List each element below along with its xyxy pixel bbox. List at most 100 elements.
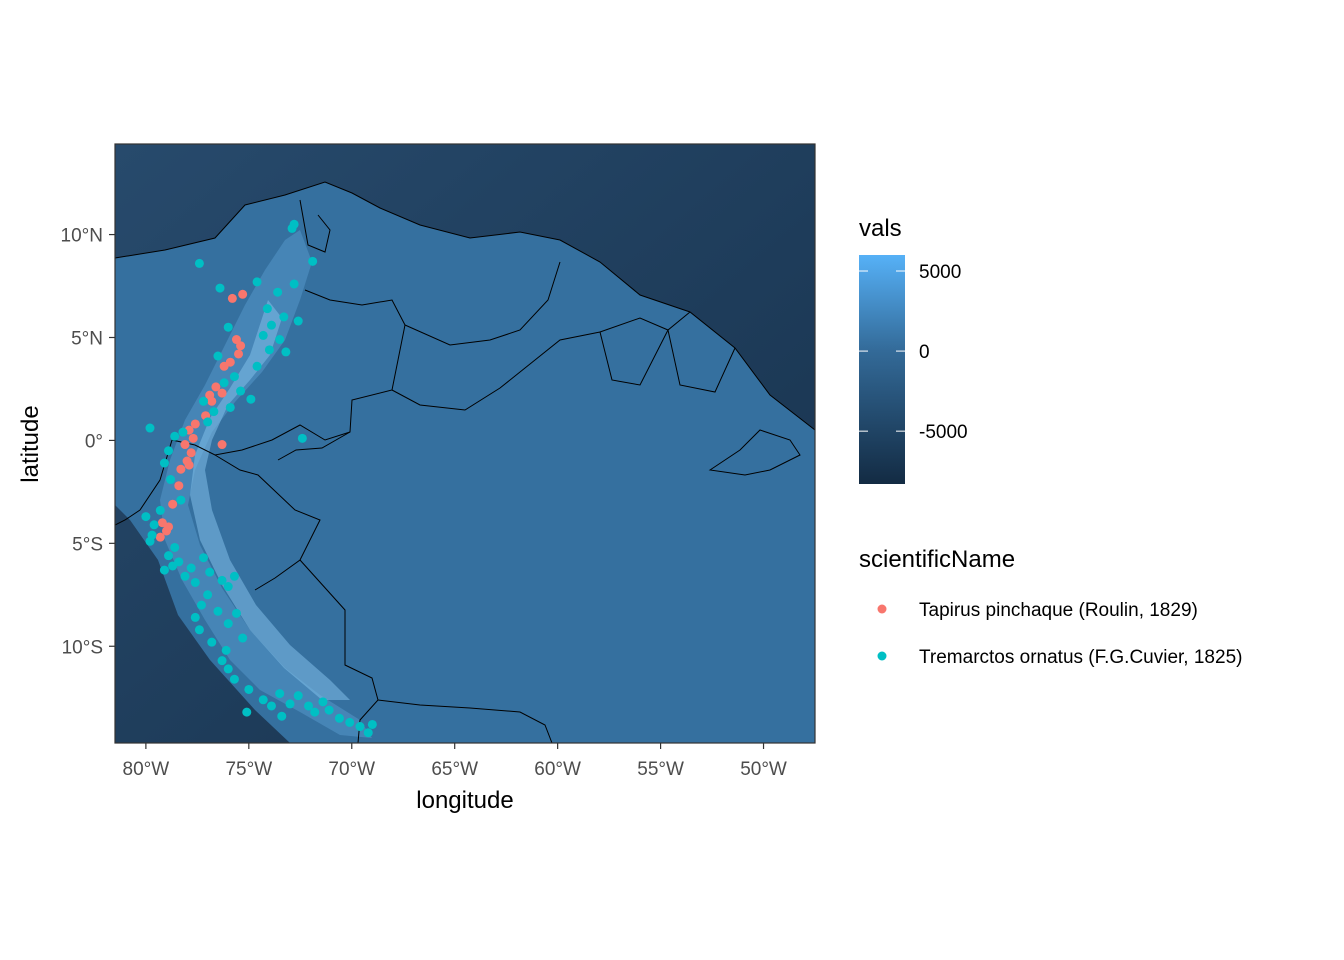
bear-point (186, 563, 196, 573)
bear-point (180, 571, 190, 581)
y-tick-label: 5°N (71, 328, 103, 349)
bear-point (355, 722, 365, 732)
bear-point (159, 458, 169, 468)
bear-point (213, 351, 223, 361)
bear-point (367, 719, 377, 729)
tapir-point (184, 460, 194, 470)
bear-point (297, 433, 307, 443)
bear-point (266, 701, 276, 711)
bear-point (166, 475, 176, 485)
bear-point (190, 577, 200, 587)
fill-legend-colorbar (859, 255, 905, 484)
x-tick-label: 50°W (740, 759, 787, 780)
bear-point (221, 645, 231, 655)
bear-point (217, 575, 227, 585)
bear-point (275, 689, 285, 699)
tapir-point (219, 361, 229, 371)
y-axis-title: latitude (17, 405, 44, 482)
bear-point (168, 561, 178, 571)
tapir-point (217, 388, 227, 398)
fill-legend-title: vals (859, 215, 902, 242)
map-panel (115, 144, 815, 743)
bear-point (262, 304, 272, 314)
bear-point (363, 728, 373, 738)
bear-point (229, 674, 239, 684)
bear-point (242, 707, 252, 717)
bear-point (190, 612, 200, 622)
bear-point (285, 699, 295, 709)
bear-point (225, 402, 235, 412)
bear-point (215, 283, 225, 293)
bear-point (205, 567, 215, 577)
bear-point (266, 320, 276, 330)
x-tick-label: 70°W (328, 759, 375, 780)
bear-point (252, 277, 262, 287)
y-tick-label: 10°N (61, 226, 103, 247)
bear-point (141, 512, 151, 522)
bear-point (219, 378, 229, 388)
bear-point (310, 707, 320, 717)
occurrence-points (141, 219, 377, 738)
fill-legend-label: 0 (919, 342, 930, 363)
bear-point (236, 386, 246, 396)
tapir-point (207, 396, 217, 406)
bear-point (213, 606, 223, 616)
tapir-point (227, 293, 237, 303)
bear-point (147, 530, 157, 540)
bear-point (196, 600, 206, 610)
bear-point (334, 713, 344, 723)
bear-point (199, 553, 209, 563)
bear-point (258, 695, 268, 705)
bear-point (308, 256, 318, 266)
fill-legend-label: -5000 (919, 422, 968, 443)
y-tick-label: 0° (85, 431, 103, 452)
bear-point (318, 697, 328, 707)
fill-legend: vals 5000 0 -5000 (859, 215, 968, 484)
bear-point (304, 701, 314, 711)
tapir-point (190, 419, 200, 429)
bear-point (345, 717, 355, 727)
bear-point (209, 407, 219, 417)
bear-point (203, 417, 213, 427)
bear-point (178, 427, 188, 437)
bear-point (287, 223, 297, 233)
color-legend-items: Tapirus pinchaque (Roulin, 1829) Tremarct… (877, 600, 1242, 668)
panel-border (114, 143, 816, 744)
bear-point (277, 711, 287, 721)
tapir-point (168, 499, 178, 509)
bear-point (217, 656, 227, 666)
bear-point (223, 582, 233, 592)
bear-point (293, 316, 303, 326)
bear-point (252, 361, 262, 371)
bear-point (281, 347, 291, 357)
y-tick-label: 10°S (62, 637, 103, 658)
tapir-point (236, 341, 246, 351)
fill-legend-ticks: 5000 0 -5000 (859, 262, 968, 443)
bear-point (176, 495, 186, 505)
color-legend-key (877, 651, 887, 661)
tapir-point (188, 433, 198, 443)
bear-point (229, 571, 239, 581)
bear-point (170, 542, 180, 552)
x-tick-label: 60°W (534, 759, 581, 780)
bear-point (155, 505, 165, 515)
tapir-point (176, 464, 186, 474)
bear-point (289, 279, 299, 289)
bear-point (231, 608, 241, 618)
bear-point (203, 590, 213, 600)
bear-point (223, 619, 233, 629)
x-tick-label: 80°W (123, 759, 170, 780)
bear-point (229, 372, 239, 382)
color-legend-label: Tremarctos ornatus (F.G.Cuvier, 1825) (919, 647, 1242, 668)
bear-point (170, 431, 180, 441)
bear-point (264, 345, 274, 355)
tapir-point (180, 440, 190, 450)
color-legend-label: Tapirus pinchaque (Roulin, 1829) (919, 600, 1198, 621)
x-tick-label: 65°W (431, 759, 478, 780)
tapir-point (155, 532, 165, 542)
bear-point (258, 330, 268, 340)
bear-point (293, 691, 303, 701)
andes-highlands (160, 230, 372, 738)
bear-point (164, 446, 174, 456)
